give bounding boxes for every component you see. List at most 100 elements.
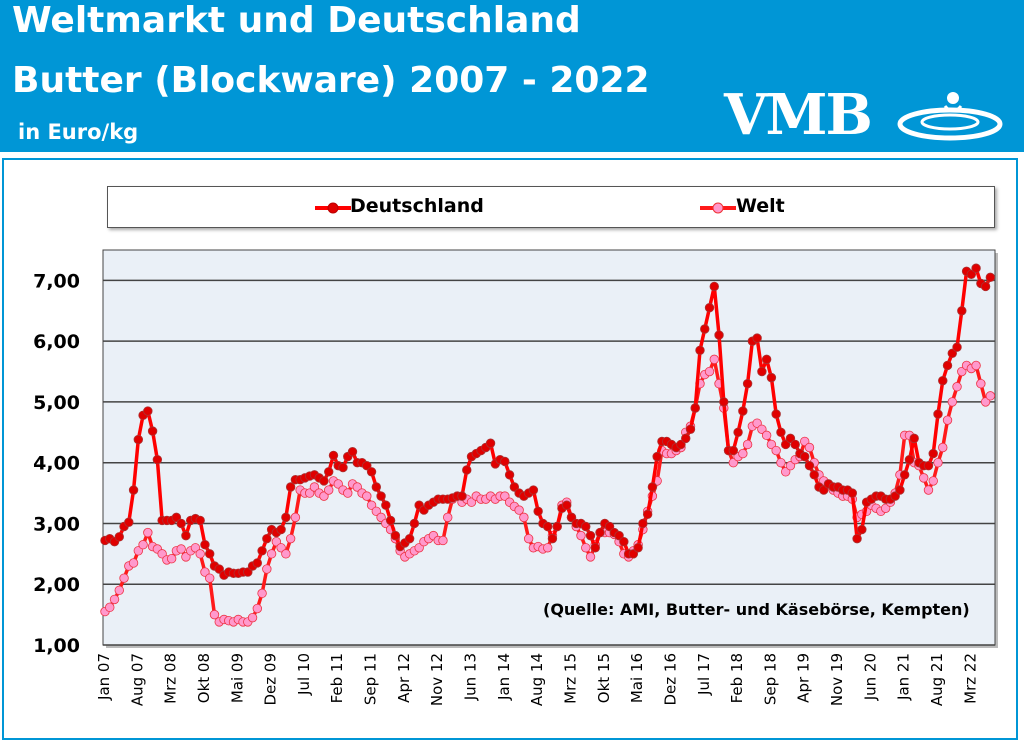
data-point-deutschland <box>928 448 938 459</box>
data-point-welt <box>581 543 591 553</box>
data-point-welt <box>157 549 167 559</box>
data-point-welt <box>971 360 981 371</box>
data-point-welt <box>266 549 277 559</box>
legend-marker-welt <box>700 202 736 214</box>
data-point-deutschland <box>809 470 819 480</box>
data-point-welt <box>519 512 529 523</box>
data-point-deutschland <box>847 488 858 498</box>
data-point-welt <box>952 382 962 392</box>
data-point-deutschland <box>785 433 796 444</box>
data-point-deutschland <box>752 333 762 343</box>
data-point-welt <box>352 482 362 492</box>
data-point-deutschland <box>690 403 700 413</box>
data-point-welt <box>980 397 991 407</box>
data-point-deutschland <box>947 348 957 359</box>
data-point-deutschland <box>966 269 977 280</box>
data-point-deutschland <box>404 533 415 544</box>
data-point-welt <box>376 512 386 523</box>
data-point-welt <box>200 567 210 577</box>
data-point-deutschland <box>852 533 862 544</box>
data-point-welt <box>247 612 258 623</box>
data-point-deutschland <box>114 532 124 542</box>
x-tick-label: Dez 16 <box>661 653 679 706</box>
data-point-welt <box>262 564 272 574</box>
data-point-welt <box>143 527 153 538</box>
x-tick-label: Jul 17 <box>695 653 713 696</box>
data-point-deutschland <box>128 485 139 495</box>
data-point-deutschland <box>766 372 777 383</box>
data-point-deutschland <box>500 456 510 467</box>
data-point-deutschland <box>581 521 591 532</box>
title-line-2: Butter (Blockware) 2007 - 2022 <box>12 60 650 101</box>
data-point-welt <box>957 366 967 377</box>
data-point-welt <box>933 457 943 468</box>
x-tick-label: Mai 09 <box>228 653 246 703</box>
data-point-deutschland <box>647 482 658 492</box>
data-point-deutschland <box>347 447 358 457</box>
x-tick-label: Apr 12 <box>395 653 413 703</box>
x-tick-label: Sep 11 <box>362 653 380 705</box>
data-point-deutschland <box>409 518 420 529</box>
data-point-deutschland <box>595 527 605 538</box>
data-point-welt <box>942 415 953 425</box>
data-point-deutschland <box>390 530 401 541</box>
data-point-deutschland <box>147 426 158 436</box>
data-point-welt <box>181 552 191 562</box>
data-point-welt <box>438 535 448 546</box>
data-point-deutschland <box>942 360 953 371</box>
data-point-welt <box>742 439 753 450</box>
data-point-welt <box>114 585 124 596</box>
data-point-deutschland <box>776 427 786 438</box>
x-tick-label: Sep 18 <box>761 653 779 705</box>
data-point-welt <box>976 378 986 389</box>
data-point-deutschland <box>533 506 543 517</box>
x-tick-label: Aug 21 <box>928 653 946 706</box>
data-point-deutschland <box>704 303 715 313</box>
data-point-deutschland <box>709 281 719 292</box>
vmb-logo: VMB <box>724 82 873 148</box>
data-point-deutschland <box>628 549 639 559</box>
data-point-deutschland <box>904 454 915 465</box>
data-point-welt <box>205 573 215 583</box>
data-point-welt <box>257 588 267 599</box>
data-point-welt <box>704 366 715 377</box>
data-point-deutschland <box>585 530 596 541</box>
data-point-deutschland <box>205 549 215 559</box>
data-point-deutschland <box>909 433 919 444</box>
x-tick-label: Okt 08 <box>195 653 213 703</box>
data-point-welt <box>319 491 329 501</box>
data-point-deutschland <box>685 424 696 434</box>
y-tick-label: 4,00 <box>33 453 80 475</box>
data-point-deutschland <box>504 470 515 480</box>
data-point-welt <box>500 491 510 501</box>
data-point-deutschland <box>614 530 624 541</box>
chart-frame <box>2 158 1018 740</box>
data-point-deutschland <box>771 409 781 419</box>
data-point-deutschland <box>757 366 767 377</box>
x-tick-label: Aug 14 <box>528 653 546 706</box>
data-point-welt <box>938 442 948 453</box>
data-point-welt <box>281 549 291 559</box>
data-point-deutschland <box>952 342 962 352</box>
data-point-deutschland <box>324 467 334 477</box>
data-point-deutschland <box>728 445 739 456</box>
data-point-deutschland <box>528 485 539 495</box>
data-point-deutschland <box>985 272 996 283</box>
data-point-deutschland <box>780 439 791 450</box>
data-point-welt <box>443 512 453 523</box>
legend-marker-deutschland <box>315 202 351 214</box>
data-point-welt <box>290 512 301 523</box>
data-point-deutschland <box>376 491 386 501</box>
x-tick-label: Mrz 08 <box>162 653 180 704</box>
data-point-welt <box>752 418 762 428</box>
y-tick-label: 3,00 <box>33 513 80 535</box>
data-point-welt <box>252 603 263 614</box>
data-point-deutschland <box>552 521 562 532</box>
data-point-deutschland <box>695 345 705 355</box>
data-point-welt <box>128 558 139 568</box>
data-point-deutschland <box>381 500 391 510</box>
data-point-welt <box>366 500 377 510</box>
data-point-deutschland <box>285 482 296 492</box>
data-point-welt <box>585 552 596 562</box>
x-tick-label: Nov 19 <box>828 653 846 706</box>
